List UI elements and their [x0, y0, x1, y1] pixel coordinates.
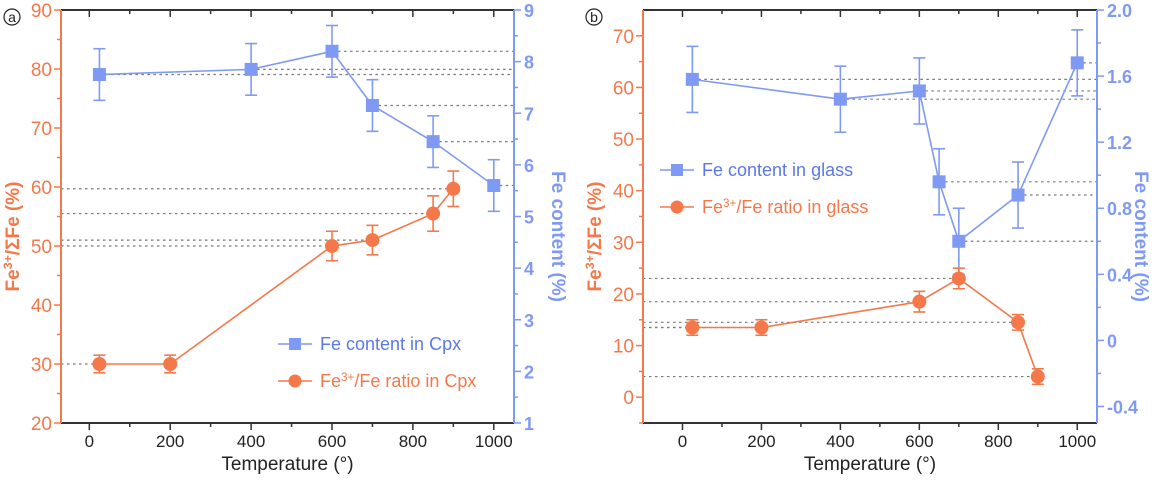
legend-marker-square — [671, 164, 683, 176]
right-y-tick-label: 5 — [524, 208, 534, 228]
data-point-circle — [446, 181, 461, 196]
left-y-axis-title: Fe3+/ΣFe (%) — [1, 182, 24, 292]
x-tick-label: 200 — [156, 432, 184, 451]
series-line — [692, 277, 1039, 377]
x-tick-label: 200 — [747, 432, 775, 451]
right-y-tick-label: 9 — [524, 1, 534, 21]
x-tick-label: 800 — [984, 432, 1012, 451]
right-y-tick-label: 1 — [524, 414, 534, 434]
data-point-square — [1070, 56, 1084, 70]
x-tick-label: 600 — [318, 432, 346, 451]
x-axis-title: Temperature (°) — [221, 454, 353, 475]
legend-label: Fe content in glass — [702, 160, 853, 180]
left-y-tick-label: 20 — [613, 285, 634, 306]
right-y-tick-label: 6 — [524, 156, 534, 176]
series-line — [99, 50, 495, 187]
right-y-tick-label: 7 — [524, 104, 534, 124]
legend-label: Fe3+/Fe ratio in glass — [702, 197, 868, 218]
legend-label: Fe content in Cpx — [320, 334, 461, 354]
left-y-tick-label: 30 — [31, 355, 52, 376]
data-point-square — [365, 99, 379, 113]
left-y-tick-label: 60 — [613, 78, 634, 99]
x-axis-title: Temperature (°) — [804, 454, 936, 475]
data-point-circle — [163, 357, 178, 371]
data-point-square — [92, 68, 106, 82]
data-point-square — [1011, 188, 1025, 202]
data-point-square — [487, 179, 501, 193]
left-y-tick-label: 70 — [31, 119, 52, 140]
data-point-circle — [1011, 315, 1026, 330]
series-fe-ratio — [685, 267, 1045, 386]
panel-label: b — [590, 9, 598, 25]
left-y-tick-label: 60 — [31, 178, 52, 199]
data-point-circle — [365, 233, 380, 248]
right-y-tick-label: 8 — [524, 53, 534, 73]
x-tick-label: 0 — [678, 432, 687, 451]
data-point-circle — [951, 271, 966, 286]
right-y-axis-title: Fe content (%) — [547, 171, 568, 302]
series-fe-content — [685, 29, 1084, 276]
left-y-tick-label: 40 — [613, 182, 634, 203]
x-tick-label: 800 — [399, 432, 427, 451]
data-point-circle — [754, 320, 769, 335]
left-y-axis-title: Fe3+/ΣFe (%) — [583, 182, 606, 292]
right-y-tick-label: 0.8 — [1107, 199, 1132, 219]
right-y-axis-title: Fe content (%) — [1130, 171, 1151, 302]
chart-panel-a: a 0 200 400 600 800 1000 Temperature (°) 20 30 40 5… — [1, 1, 568, 475]
right-y-tick-label: 1.2 — [1107, 133, 1132, 153]
panel-label-circle — [3, 8, 21, 26]
data-point-square — [912, 84, 926, 98]
data-point-square — [833, 92, 847, 106]
left-y-tick-label: 80 — [31, 60, 52, 81]
left-y-tick-label: 90 — [31, 1, 52, 22]
x-tick-label: 400 — [826, 432, 854, 451]
left-y-tick-label: 50 — [31, 237, 52, 258]
x-tick-label: 1000 — [1058, 432, 1096, 451]
right-y-tick-label: 0.4 — [1107, 265, 1132, 285]
right-y-tick-label: 2.0 — [1107, 1, 1132, 21]
data-point-square — [244, 62, 258, 76]
left-y-tick-label: 10 — [613, 337, 634, 358]
legend-marker-circle — [288, 374, 302, 388]
data-point-circle — [1030, 369, 1045, 384]
panel-label: a — [8, 9, 16, 25]
data-point-square — [685, 72, 699, 86]
left-y-tick-label: 20 — [31, 414, 52, 435]
data-point-circle — [92, 357, 107, 371]
right-y-tick-label: -0.4 — [1107, 397, 1138, 417]
data-point-square — [952, 234, 966, 248]
panel-label-circle — [585, 8, 603, 26]
right-y-tick-label: 3 — [524, 311, 534, 331]
x-tick-label: 600 — [905, 432, 933, 451]
left-y-tick-label: 50 — [613, 130, 634, 151]
data-point-square — [325, 44, 339, 58]
right-y-tick-label: 4 — [524, 259, 534, 279]
right-y-tick-label: 0 — [1107, 331, 1117, 351]
data-point-circle — [426, 206, 441, 221]
x-tick-label: 0 — [85, 432, 94, 451]
data-point-circle — [324, 239, 339, 253]
legend-label: Fe3+/Fe ratio in Cpx — [320, 371, 476, 392]
right-y-tick-label: 2 — [524, 362, 534, 382]
left-y-tick-label: 40 — [31, 296, 52, 317]
legend-marker-circle — [670, 200, 684, 214]
legend-marker-square — [289, 338, 301, 350]
data-point-square — [932, 175, 946, 189]
data-point-circle — [912, 294, 927, 309]
left-y-tick-label: 70 — [613, 27, 634, 48]
x-tick-label: 1000 — [475, 432, 513, 451]
legend: Fe content in Cpx Fe3+/Fe ratio in Cpx — [278, 334, 476, 391]
series-fe-content — [92, 24, 501, 213]
right-y-tick-label: 1.6 — [1107, 67, 1132, 87]
data-point-square — [426, 135, 440, 149]
series-fe-ratio — [92, 170, 461, 374]
left-y-tick-label: 30 — [613, 233, 634, 254]
data-point-circle — [685, 320, 700, 335]
x-tick-label: 400 — [237, 432, 265, 451]
legend: Fe content in glass Fe3+/Fe ratio in glas… — [660, 160, 868, 217]
left-y-tick-label: 0 — [623, 388, 634, 409]
